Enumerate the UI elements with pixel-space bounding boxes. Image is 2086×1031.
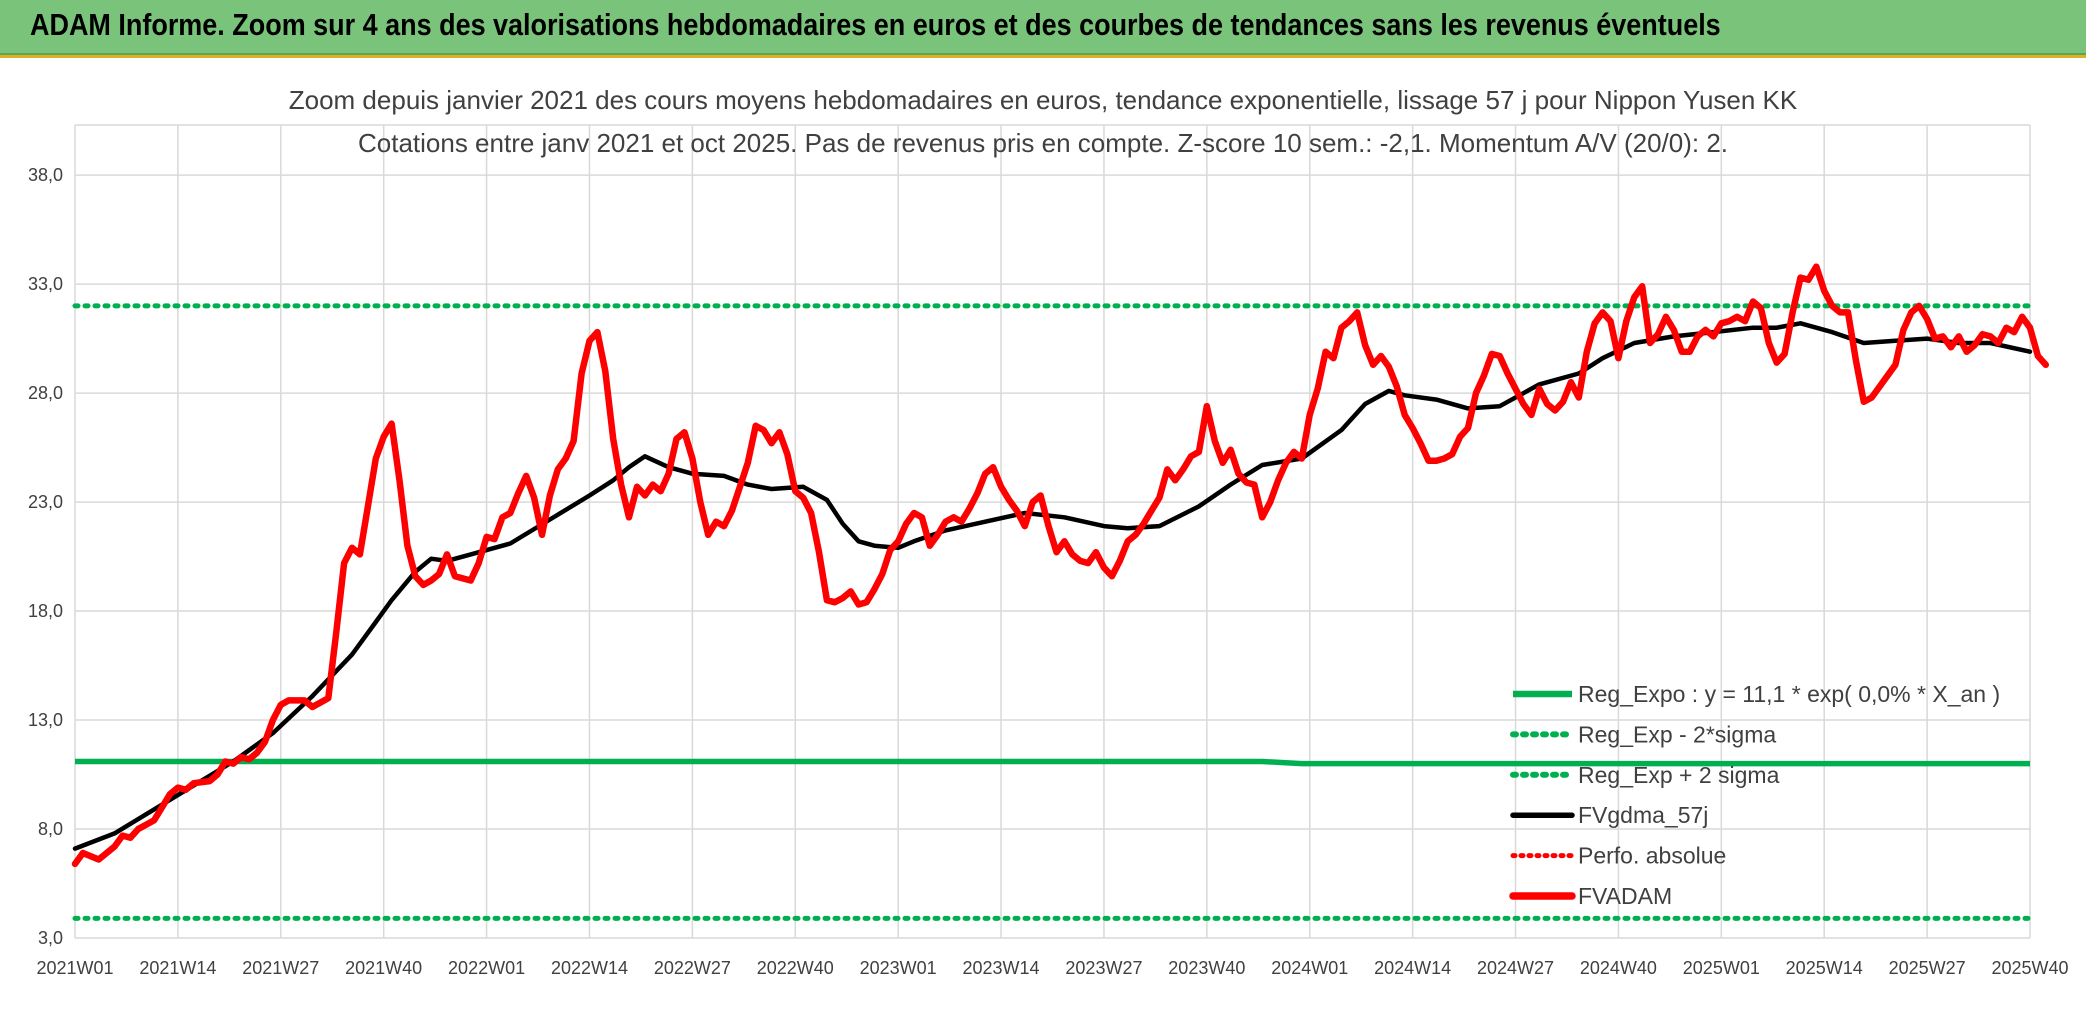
y-tick-label: 18,0 xyxy=(28,601,63,621)
legend-label: Reg_Exp - 2*sigma xyxy=(1578,721,1776,747)
x-tick-label: 2022W40 xyxy=(757,958,834,978)
x-tick-label: 2022W14 xyxy=(551,958,628,978)
x-axis-ticks: 2021W01 2021W14 2021W27 2021W40 2022W01 2022W… xyxy=(36,958,2068,978)
x-tick-label: 2021W01 xyxy=(36,958,113,978)
x-tick-label: 2022W01 xyxy=(448,958,525,978)
x-tick-label: 2021W14 xyxy=(139,958,216,978)
y-tick-label: 28,0 xyxy=(28,383,63,403)
legend-label: Reg_Exp + 2 sigma xyxy=(1578,762,1780,788)
x-tick-label: 2021W40 xyxy=(345,958,422,978)
y-tick-label: 13,0 xyxy=(28,710,63,730)
report-banner: ADAM Informe. Zoom sur 4 ans des valoris… xyxy=(0,0,2086,55)
series-line-0 xyxy=(75,758,2030,767)
y-tick-label: 23,0 xyxy=(28,492,63,512)
x-tick-label: 2024W01 xyxy=(1271,958,1348,978)
report-title: ADAM Informe. Zoom sur 4 ans des valoris… xyxy=(30,7,1721,42)
chart-frame xyxy=(0,55,2086,1031)
x-tick-label: 2025W14 xyxy=(1786,958,1863,978)
series-layer xyxy=(71,263,2050,921)
y-axis-ticks: 3,0 8,0 13,0 18,0 23,0 28,0 33,0 38,0 xyxy=(28,165,63,948)
legend-label: FVADAM xyxy=(1578,883,1672,909)
series-line-3 xyxy=(72,321,2033,851)
x-tick-label: 2023W40 xyxy=(1168,958,1245,978)
chart-legend: Reg_Expo : y = 11,1 * exp( 0,0% * X_an )… xyxy=(1509,681,2000,909)
legend-label: Reg_Expo : y = 11,1 * exp( 0,0% * X_an ) xyxy=(1578,681,2000,707)
y-tick-label: 3,0 xyxy=(38,928,63,948)
legend-label: Perfo. absolue xyxy=(1578,843,1726,869)
x-tick-label: 2025W40 xyxy=(1991,958,2068,978)
grid-layer xyxy=(74,124,2031,939)
chart-title: Zoom depuis janvier 2021 des cours moyen… xyxy=(289,85,1798,115)
legend-label: FVgdma_57j xyxy=(1578,802,1708,828)
x-tick-label: 2021W27 xyxy=(242,958,319,978)
x-tick-label: 2023W01 xyxy=(860,958,937,978)
x-tick-label: 2025W01 xyxy=(1683,958,1760,978)
x-tick-label: 2022W27 xyxy=(654,958,731,978)
y-tick-label: 38,0 xyxy=(28,165,63,185)
x-tick-label: 2024W40 xyxy=(1580,958,1657,978)
y-tick-label: 8,0 xyxy=(38,819,63,839)
x-tick-label: 2024W14 xyxy=(1374,958,1451,978)
series-line-5 xyxy=(71,263,2050,868)
x-tick-label: 2024W27 xyxy=(1477,958,1554,978)
x-tick-label: 2023W14 xyxy=(963,958,1040,978)
x-tick-label: 2025W27 xyxy=(1889,958,1966,978)
y-tick-label: 33,0 xyxy=(28,274,63,294)
x-tick-label: 2023W27 xyxy=(1065,958,1142,978)
chart-subtitle: Cotations entre janv 2021 et oct 2025. P… xyxy=(358,128,1728,158)
